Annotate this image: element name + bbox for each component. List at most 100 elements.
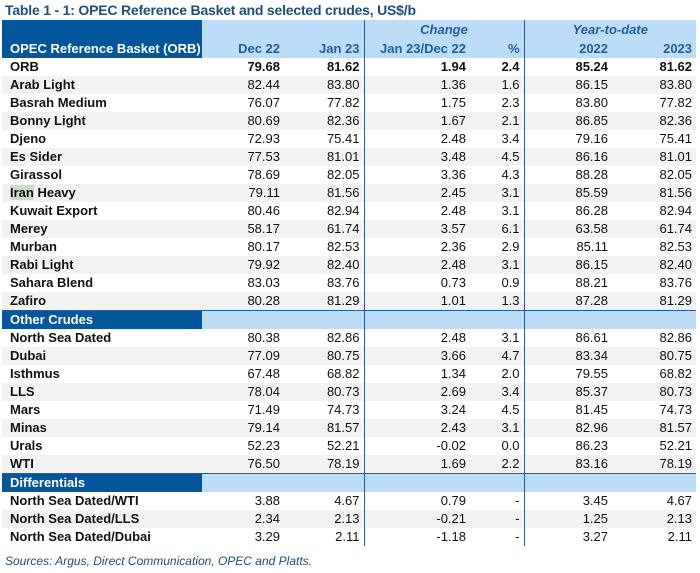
cell-value: 82.53 <box>659 239 693 254</box>
cell-value: 52.21 <box>659 438 693 453</box>
cell-value: 72.93 <box>247 131 280 146</box>
header-change: Change <box>364 20 525 39</box>
cell-value: 79.11 <box>202 184 284 202</box>
section-other-crudes: Other Crudes <box>2 310 697 329</box>
cell-value: 78.19 <box>612 455 697 474</box>
header-jan23: Jan 23 <box>284 39 365 58</box>
table-row: North Sea Dated/Dubai 3.29 2.11 -1.18- 3.27 2… <box>2 528 696 546</box>
cell-value: 4.5 <box>470 401 525 419</box>
cell-value: 80.75 <box>612 347 697 365</box>
row-label: Girassol <box>10 167 63 182</box>
cell-value: 0.73 <box>440 275 466 290</box>
table-row: Girassol 78.69 82.05 3.36 4.3 88.28 82.05 <box>2 166 696 184</box>
cell-value: 76.50 <box>202 455 284 474</box>
table-row: Rabi Light 79.92 82.40 2.48 3.1 86.15 82.40 <box>2 256 697 274</box>
cell-value: 81.01 <box>612 148 697 166</box>
cell-value: 82.44 <box>202 76 284 94</box>
cell-value: 63.58 <box>524 220 613 238</box>
cell-value: 3.4 <box>470 130 525 148</box>
table-row: North Sea Dated/LLS 2.34 2.13 -0.21-1.25 2.1… <box>2 510 697 528</box>
cell-value: 77.82 <box>659 95 693 110</box>
cell-value: 6.1 <box>470 220 525 238</box>
cell-value: 4.5 <box>470 148 525 166</box>
cell-value: 79.92 <box>202 256 284 274</box>
cell-value: 61.74 <box>284 220 365 238</box>
cell-value: 3.29 <box>254 529 280 544</box>
cell-value: 78.04 <box>202 383 284 401</box>
table-row: North Sea Dated 80.38 82.86 2.48 3.1 86.61 82.… <box>2 329 696 347</box>
cell-value: 3.1 <box>470 184 525 202</box>
cell-value: 85.24 <box>575 59 609 74</box>
row-label: Mars <box>10 402 41 417</box>
header-2022: 2022 <box>524 39 613 58</box>
cell-value: 3.1 <box>470 202 525 220</box>
cell-value: 81.62 <box>659 59 693 74</box>
cell-value: 86.28 <box>575 203 609 218</box>
cell-value: 2.34 <box>202 510 284 528</box>
cell-value: 75.41 <box>659 131 693 146</box>
cell-value: 77.82 <box>284 94 365 112</box>
cell-value: 67.48 <box>247 366 280 381</box>
cell-value: -0.21 <box>364 510 470 528</box>
cell-value: 3.24 <box>440 402 466 417</box>
table-row: Dubai 77.09 80.75 3.66 4.7 83.34 80.75 <box>2 347 697 365</box>
cell-value: 3.66 <box>364 347 470 365</box>
row-label: Urals <box>10 438 43 453</box>
table-row: Arab Light 82.44 83.80 1.36 1.6 86.15 83.80 <box>2 76 697 94</box>
cell-value: 83.80 <box>284 76 365 94</box>
row-label: Bonny Light <box>2 112 202 130</box>
cell-value: 3.57 <box>364 220 470 238</box>
header-change-pct: % <box>470 39 525 58</box>
cell-value: 52.23 <box>247 438 280 453</box>
cell-value: 2.43 <box>364 419 470 437</box>
cell-value: 58.17 <box>202 220 284 238</box>
cell-value: 82.94 <box>659 203 693 218</box>
table-row: Es Sider 77.53 81.01 3.48 4.5 86.16 81.01 <box>2 148 697 166</box>
cell-value: 2.3 <box>470 94 525 112</box>
cell-value: 2.48 <box>440 131 466 146</box>
cell-value: 3.27 <box>582 529 609 544</box>
row-label: Es Sider <box>2 148 202 166</box>
cell-value: 2.0 <box>470 365 525 383</box>
section-label: Other Crudes <box>2 310 202 329</box>
row-label: Djeno <box>10 131 47 146</box>
row-label: LLS <box>2 383 202 401</box>
table-row: Basrah Medium 76.07 77.82 1.75 2.3 83.80 77.82 <box>2 94 696 112</box>
cell-value: 2.4 <box>470 58 525 76</box>
cell-value: 79.14 <box>202 419 284 437</box>
cell-value: 0.79 <box>440 493 466 508</box>
cell-value: 2.2 <box>470 455 525 474</box>
cell-value: 83.03 <box>247 275 280 290</box>
cell-value: 2.9 <box>470 238 525 256</box>
label-rest: Heavy <box>33 185 76 200</box>
header-row: OPEC Reference Basket (ORB) Dec 22 Jan 2… <box>2 39 697 58</box>
cell-value: 0.0 <box>470 437 525 455</box>
row-label: North Sea Dated <box>10 330 112 345</box>
text-highlight: Iran <box>10 185 34 200</box>
cell-value: 1.01 <box>364 292 470 311</box>
cell-value: 1.36 <box>364 76 470 94</box>
cell-value: 1.75 <box>440 95 466 110</box>
cell-value: 74.73 <box>659 402 693 417</box>
header-2023: 2023 <box>612 39 697 58</box>
cell-value: 82.96 <box>524 419 613 437</box>
section-differentials: Differentials <box>2 473 697 492</box>
cell-value: 82.36 <box>612 112 697 130</box>
cell-value: 3.45 <box>582 493 609 508</box>
table-row: Merey 58.17 61.74 3.57 6.1 63.58 61.74 <box>2 220 697 238</box>
cell-value: 2.48 <box>440 330 466 345</box>
cell-value: 3.4 <box>470 383 525 401</box>
cell-value: 82.05 <box>659 167 693 182</box>
table-row: Sahara Blend 83.03 83.76 0.73 0.9 88.21 83.76 <box>2 274 696 292</box>
cell-value: 83.80 <box>612 76 697 94</box>
table-row: North Sea Dated/WTI 3.88 4.67 0.79- 3.45 4.67 <box>2 492 696 510</box>
cell-value: 88.21 <box>575 275 609 290</box>
cell-value: 4.67 <box>284 492 365 510</box>
cell-value: 82.86 <box>659 330 693 345</box>
row-label: Rabi Light <box>2 256 202 274</box>
row-label: Murban <box>10 239 57 254</box>
table-row: ORB 79.68 81.62 1.94 2.4 85.24 81.62 <box>2 58 696 76</box>
cell-value: 81.01 <box>284 148 365 166</box>
cell-value: 2.11 <box>667 529 693 544</box>
cell-value: 83.76 <box>659 275 693 290</box>
